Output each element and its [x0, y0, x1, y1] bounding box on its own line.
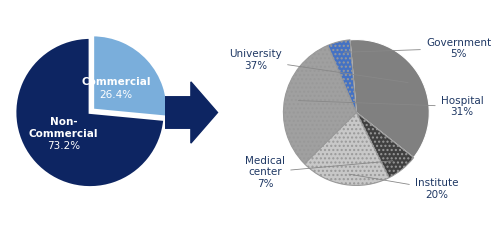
Wedge shape — [328, 40, 356, 112]
Text: Institute
20%: Institute 20% — [349, 174, 459, 200]
Text: 73.2%: 73.2% — [47, 141, 80, 151]
FancyArrow shape — [165, 82, 218, 143]
Wedge shape — [356, 112, 414, 178]
Text: University
37%: University 37% — [230, 49, 408, 83]
Text: Medical
center
7%: Medical center 7% — [245, 156, 393, 189]
Wedge shape — [350, 40, 430, 158]
Text: Non-
Commercial: Non- Commercial — [28, 117, 98, 139]
Wedge shape — [304, 112, 389, 185]
Wedge shape — [15, 38, 165, 187]
Text: 26.4%: 26.4% — [100, 90, 132, 100]
Text: Hospital
31%: Hospital 31% — [298, 96, 484, 117]
Wedge shape — [93, 35, 168, 117]
Wedge shape — [284, 45, 356, 164]
Text: Commercial: Commercial — [82, 77, 151, 87]
Text: Government
5%: Government 5% — [344, 38, 491, 59]
